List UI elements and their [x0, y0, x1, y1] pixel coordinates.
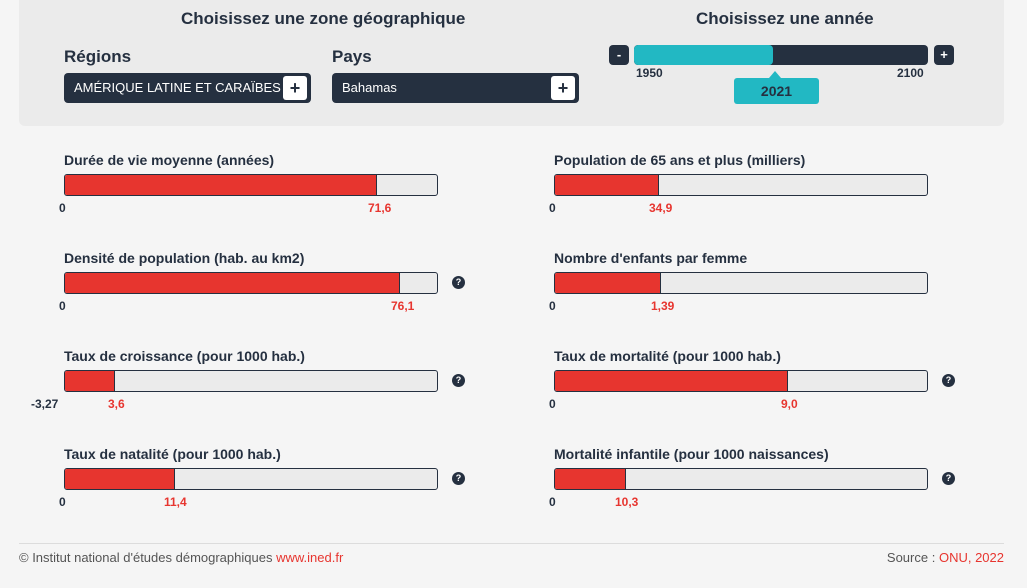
indicator-bar-fill — [65, 469, 175, 489]
region-plus-button[interactable]: + — [283, 76, 307, 100]
country-value: Bahamas — [342, 80, 397, 95]
indicator-min-label: 0 — [59, 495, 66, 509]
footer-copyright: © Institut national d'études démographiq… — [19, 550, 343, 565]
copyright-text: © Institut national d'études démographiq… — [19, 550, 273, 565]
indicator-bar — [554, 272, 928, 294]
indicator-value-label: 3,6 — [108, 397, 125, 411]
indicator-bar — [554, 174, 928, 196]
indicator-bar-fill — [555, 371, 788, 391]
indicator-bar-fill — [555, 175, 660, 195]
footer-divider — [19, 543, 1004, 544]
source-label: Source : — [886, 550, 936, 565]
help-icon[interactable]: ? — [452, 472, 465, 485]
source-link[interactable]: ONU, 2022 — [938, 550, 1004, 565]
year-increment-button[interactable]: + — [934, 45, 954, 65]
indicator-min-label: 0 — [549, 299, 556, 313]
year-decrement-button[interactable]: - — [609, 45, 629, 65]
help-icon[interactable]: ? — [942, 472, 955, 485]
indicator-title: Mortalité infantile (pour 1000 naissance… — [554, 446, 829, 462]
ined-link[interactable]: www.ined.fr — [276, 550, 344, 565]
help-icon[interactable]: ? — [452, 374, 465, 387]
indicator-min-label: 0 — [59, 299, 66, 313]
indicator-title: Densité de population (hab. au km2) — [64, 250, 305, 266]
region-select[interactable]: AMÉRIQUE LATINE ET CARAÏBES + — [64, 73, 311, 103]
indicator-bar — [64, 468, 438, 490]
indicator-title: Durée de vie moyenne (années) — [64, 152, 275, 168]
indicator-bar-fill — [555, 469, 626, 489]
indicator-bar-fill — [555, 273, 662, 293]
indicator-title: Taux de mortalité (pour 1000 hab.) — [554, 348, 781, 364]
indicator-bar-fill — [65, 371, 116, 391]
year-pointer-icon — [769, 71, 781, 78]
zone-title: Choisissez une zone géographique — [181, 9, 466, 28]
indicator-value-label: 10,3 — [615, 495, 639, 509]
indicator-bar — [64, 370, 438, 392]
year-title: Choisissez une année — [696, 9, 874, 28]
indicator-min-label: 0 — [549, 201, 556, 215]
year-max-label: 2100 — [897, 66, 924, 80]
indicator-bar — [64, 174, 438, 196]
indicator-title: Taux de natalité (pour 1000 hab.) — [64, 446, 281, 462]
help-icon[interactable]: ? — [452, 276, 465, 289]
indicator-min-label: 0 — [59, 201, 66, 215]
indicator-value-label: 1,39 — [651, 299, 675, 313]
indicator-bar-fill — [65, 175, 378, 195]
indicator-bar — [554, 370, 928, 392]
country-select[interactable]: Bahamas + — [332, 73, 579, 103]
region-label: Régions — [64, 47, 132, 66]
indicator-value-label: 76,1 — [391, 299, 415, 313]
indicator-min-label: 0 — [549, 495, 556, 509]
indicator-value-label: 34,9 — [649, 201, 673, 215]
year-slider[interactable] — [634, 45, 928, 65]
year-value-badge: 2021 — [734, 78, 819, 104]
country-label: Pays — [332, 47, 372, 66]
help-icon[interactable]: ? — [942, 374, 955, 387]
indicator-title: Population de 65 ans et plus (milliers) — [554, 152, 806, 168]
indicator-min-label: 0 — [549, 397, 556, 411]
indicator-min-label: -3,27 — [31, 397, 59, 411]
region-value: AMÉRIQUE LATINE ET CARAÏBES — [74, 80, 281, 95]
country-plus-button[interactable]: + — [551, 76, 575, 100]
indicator-title: Nombre d'enfants par femme — [554, 250, 748, 266]
indicator-bar — [554, 468, 928, 490]
indicator-value-label: 9,0 — [781, 397, 798, 411]
indicator-title: Taux de croissance (pour 1000 hab.) — [64, 348, 305, 364]
indicator-value-label: 71,6 — [368, 201, 392, 215]
indicator-bar — [64, 272, 438, 294]
footer-source: Source : ONU, 2022 — [887, 550, 1004, 565]
year-min-label: 1950 — [636, 66, 663, 80]
indicator-bar-fill — [65, 273, 400, 293]
year-slider-fill — [634, 45, 774, 65]
indicator-value-label: 11,4 — [164, 495, 187, 509]
